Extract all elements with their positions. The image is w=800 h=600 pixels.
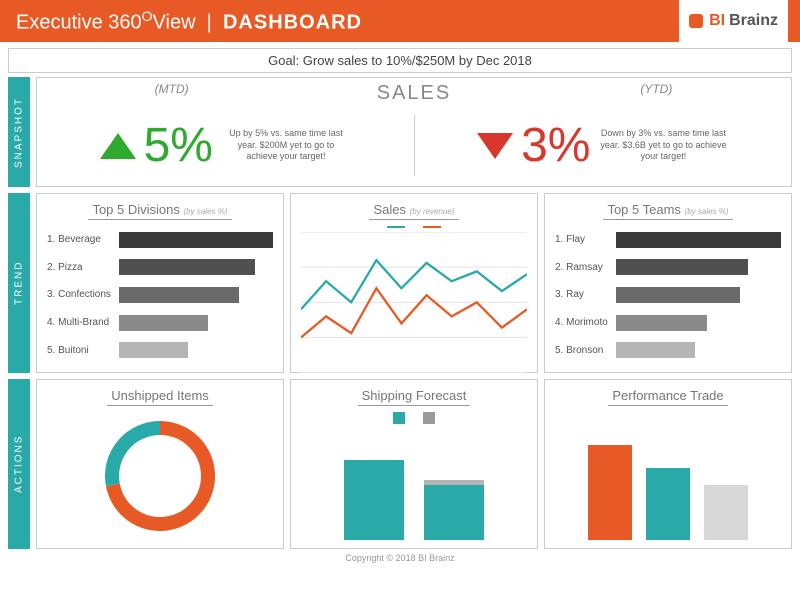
title-dashboard: DASHBOARD [223,11,362,33]
teams-title: Top 5 Teams (by sales %) [603,202,732,220]
header-title: Executive 360OView | DASHBOARD [16,8,362,35]
hbar [616,232,781,248]
legend-swatch [423,226,441,228]
hbar [119,342,188,358]
unshipped-donut [47,412,273,540]
shipping-bars [301,428,527,540]
perf-bar [704,485,748,540]
mtd-label: (MTD) [37,82,306,105]
header: Executive 360OView | DASHBOARD BI Brainz [0,0,800,42]
sales-sub: (by revenue) [410,207,455,216]
snapshot-panel: (MTD) SALES (YTD) 5% Up by 5% vs. same t… [36,77,792,187]
arrow-down-icon [477,133,513,159]
unshipped-title: Unshipped Items [107,388,213,406]
legend-swatch [387,226,405,228]
list-item-label: 1. Flay [555,234,608,245]
teams-title-text: Top 5 Teams [607,202,680,217]
hbar [616,315,707,331]
list-item-label: 4. Multi-Brand [47,317,111,328]
logo: BI Brainz [679,0,788,42]
teams-panel: Top 5 Teams (by sales %) 1. Flay 2. Ramsa… [544,193,792,373]
sales-panel: Sales (by revenue) [290,193,538,373]
rail-actions: ACTIONS [8,379,30,549]
hbar [119,287,239,303]
unshipped-panel: Unshipped Items [36,379,284,549]
legend-swatch [423,412,435,424]
performance-panel: Performance Trade [544,379,792,549]
sales-title-text: Sales [373,202,406,217]
performance-title: Performance Trade [608,388,727,406]
shipping-panel: Shipping Forecast [290,379,538,549]
section-rail: SNAPSHOT TREND ACTIONS [8,77,30,549]
ytd-label: (YTD) [522,82,791,105]
logo-icon [689,14,703,28]
hbar [616,342,695,358]
footer: Copyright © 2018 BI Brainz [0,549,800,567]
list-item-label: 3. Ray [555,289,608,300]
logo-brainz: Brainz [729,12,778,30]
legend-swatch [393,412,405,424]
degree-symbol: O [142,8,153,24]
perf-bar [646,468,690,540]
sales-legend [301,226,527,228]
shipping-bar [344,440,404,540]
list-item-label: 5. Bronson [555,345,608,356]
arrow-up-icon [100,133,136,159]
kpi-mtd: 5% Up by 5% vs. same time last year. $20… [37,105,414,186]
performance-bars [555,412,781,540]
sales-title: Sales (by revenue) [369,202,458,220]
hbar [119,315,208,331]
kpi-ytd-note: Down by 3% vs. same time last year. $3.6… [598,128,728,163]
goal-banner: Goal: Grow sales to 10%/$250M by Dec 201… [8,48,792,73]
rail-snapshot: SNAPSHOT [8,77,30,187]
teams-sub: (by sales %) [685,207,729,216]
hbar [119,232,273,248]
sales-line-chart [301,232,527,373]
perf-bar [588,445,632,540]
sales-label: SALES [306,82,521,105]
title-sep: | [207,11,212,33]
shipping-title: Shipping Forecast [358,388,471,406]
list-item-label: 3. Confections [47,289,111,300]
hbar [119,259,255,275]
kpi-mtd-note: Up by 5% vs. same time last year. $200M … [221,128,351,163]
divisions-title: Top 5 Divisions (by sales %) [88,202,231,220]
list-item-label: 2. Pizza [47,262,111,273]
hbar [616,259,748,275]
title-prefix: Executive 360 [16,11,142,33]
shipping-legend [301,412,527,424]
kpi-ytd: 3% Down by 3% vs. same time last year. $… [415,105,792,186]
kpi-ytd-value: 3% [521,118,590,173]
rail-trend: TREND [8,193,30,373]
list-item-label: 5. Buitoni [47,345,111,356]
title-view: View [153,11,196,33]
divisions-panel: Top 5 Divisions (by sales %) 1. Beverage… [36,193,284,373]
kpi-mtd-value: 5% [144,118,213,173]
divisions-title-text: Top 5 Divisions [92,202,179,217]
logo-bi: BI [709,12,725,30]
list-item-label: 4. Morimoto [555,317,608,328]
hbar [616,287,740,303]
shipping-bar [424,440,484,540]
divisions-sub: (by sales %) [184,207,228,216]
list-item-label: 1. Beverage [47,234,111,245]
list-item-label: 2. Ramsay [555,262,608,273]
